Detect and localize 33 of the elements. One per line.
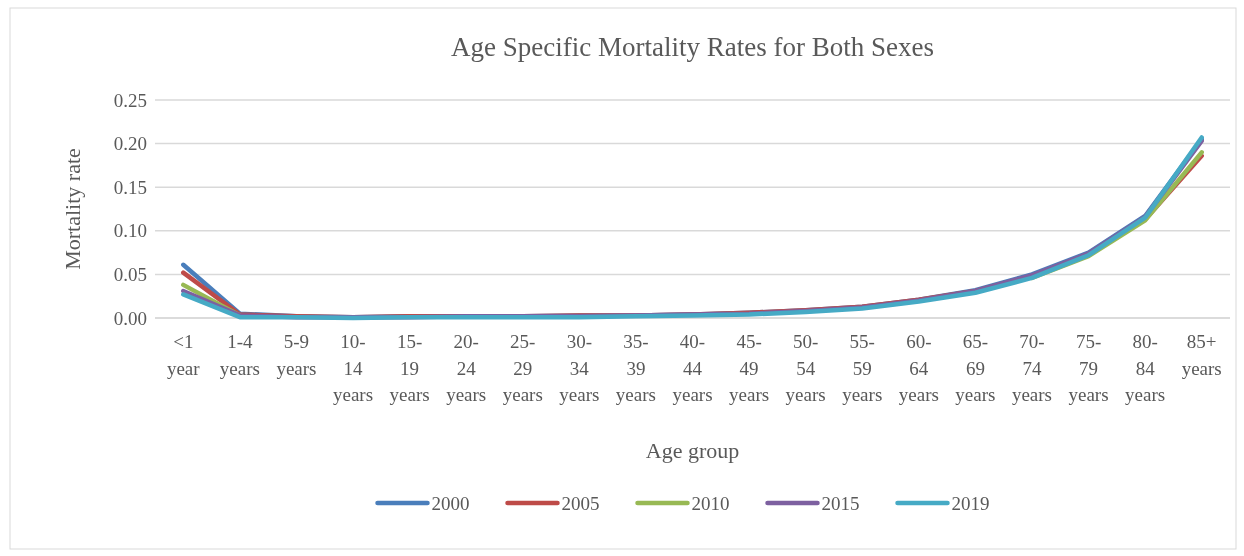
x-tick-label: 35-39 years	[615, 331, 656, 405]
y-tick-label: 0.25	[113, 89, 147, 111]
x-tick-label: 25-29 years	[502, 331, 543, 405]
x-tick-label: 30-34 years	[559, 331, 600, 405]
x-tick-label: 45-49 years	[729, 331, 770, 405]
x-tick-label: 85+ years	[1181, 331, 1222, 379]
legend-label: 2000	[431, 492, 470, 514]
x-tick-label: 65-69 years	[955, 331, 996, 405]
x-tick-label: 50-54 years	[785, 331, 826, 405]
y-tick-label: 0.05	[113, 264, 147, 286]
x-tick-label: 60-64 years	[898, 331, 939, 405]
legend-label: 2005	[561, 492, 600, 514]
y-tick-label: 0.15	[113, 176, 147, 198]
legend-label: 2010	[691, 492, 730, 514]
x-tick-label: 1-4 years	[219, 331, 260, 379]
y-tick-label: 0.20	[113, 133, 147, 155]
chart-title: Age Specific Mortality Rates for Both Sexes	[451, 32, 934, 62]
x-tick-label: <1 year	[166, 331, 201, 379]
x-tick-label: 10-14 years	[332, 331, 374, 405]
x-tick-label: 75-79 years	[1068, 331, 1109, 405]
y-axis-title: Mortality rate	[60, 148, 85, 270]
x-tick-label: 70-74 years	[1011, 331, 1053, 405]
x-axis-title: Age group	[645, 438, 740, 463]
legend-label: 2019	[951, 492, 990, 514]
x-tick-label: 20-24 years	[446, 331, 487, 405]
x-tick-label: 55-59 years	[842, 331, 883, 405]
y-tick-label: 0.10	[113, 220, 147, 242]
y-tick-label: 0.00	[113, 307, 147, 329]
x-tick-label: 15-19 years	[389, 331, 430, 405]
legend-label: 2015	[821, 492, 860, 514]
x-tick-label: 80-84 years	[1125, 331, 1166, 405]
x-tick-label: 5-9 years	[276, 331, 317, 379]
x-tick-label: 40-44 years	[672, 331, 713, 405]
